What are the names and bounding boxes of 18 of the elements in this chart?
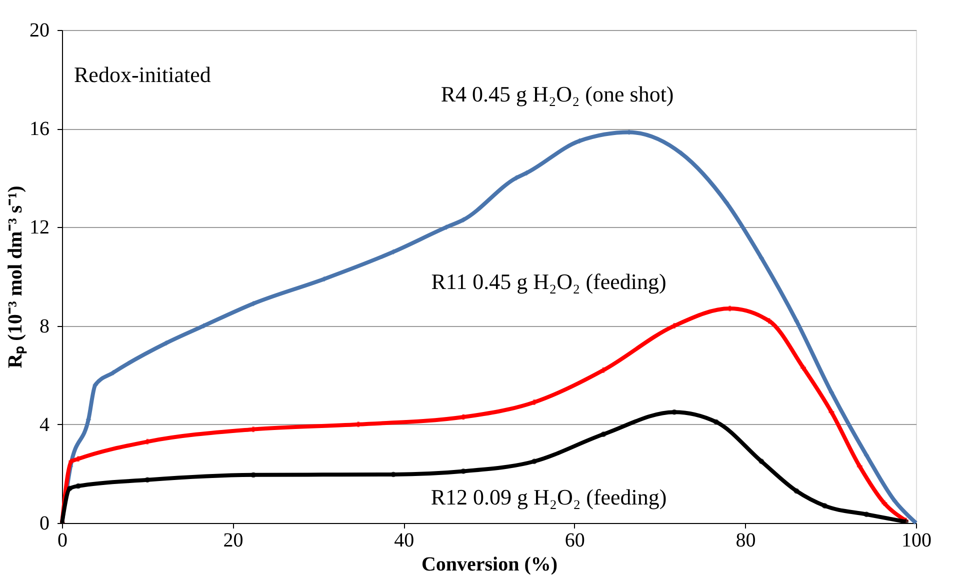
y-tick-label: 4 xyxy=(40,414,50,436)
x-tick-label: 20 xyxy=(223,530,244,552)
series-label: R12 0.09 g H₂O₂ (feeding) xyxy=(430,484,667,510)
x-tick-label: 40 xyxy=(394,530,414,552)
y-tick-label: 12 xyxy=(30,216,50,239)
y-axis-title: Rₚ (10⁻³ mol dm⁻³ s⁻¹) xyxy=(4,186,28,368)
series-label: R4 0.45 g H₂O₂ (one shot) xyxy=(440,81,674,106)
series-label: R11 0.45 g H₂O₂ (feeding) xyxy=(431,268,666,294)
x-tick-label: 100 xyxy=(902,530,932,552)
y-tick-label: 16 xyxy=(30,118,50,140)
y-tick-label: 20 xyxy=(30,20,50,42)
y-tick-label: 8 xyxy=(40,315,50,338)
x-axis-title: Conversion (%) xyxy=(421,554,558,576)
x-tick-label: 60 xyxy=(564,530,585,552)
annotation: Redox-initiated xyxy=(74,62,211,87)
y-tick-label: 0 xyxy=(40,512,50,534)
x-tick-label: 0 xyxy=(58,530,68,552)
x-tick-label: 80 xyxy=(736,530,756,552)
